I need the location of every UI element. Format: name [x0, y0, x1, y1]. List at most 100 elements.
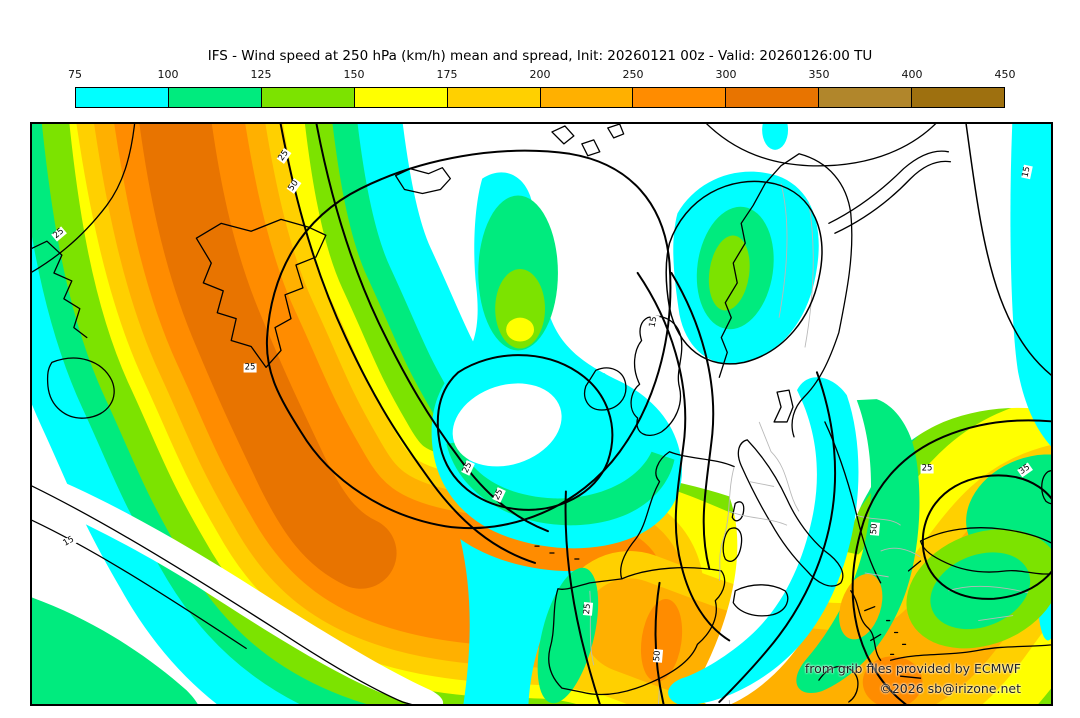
coast-azores: [534, 545, 580, 560]
coast-iceland: [394, 167, 452, 195]
coast-labrador: [32, 240, 88, 339]
colorbar-segment-150: [354, 88, 448, 107]
contour-label-25: 25: [920, 463, 934, 474]
libya-orange-spot: [862, 656, 923, 704]
colorbar-tick-150: 150: [343, 68, 365, 81]
contour-iberia-west: [564, 490, 601, 704]
colorbar-tick-450: 450: [994, 68, 1016, 81]
colorbar-tick-200: 200: [529, 68, 551, 81]
colorbar-segment-200: [540, 88, 634, 107]
contour-central-loop: [265, 149, 672, 530]
border-portugal: [589, 590, 595, 666]
colorbar-segment-75: [76, 88, 169, 107]
coast-tunisia: [818, 665, 859, 703]
contour-label-50: 50: [869, 522, 881, 536]
page-title: IFS - Wind speed at 250 hPa (km/h) mean …: [207, 48, 873, 64]
coast-svalbard: [551, 124, 625, 157]
contour-adriatic: [718, 371, 837, 704]
colorbar-tick-350: 350: [808, 68, 830, 81]
contour-label-50: 50: [652, 649, 664, 663]
contour-jet-east-2: [315, 124, 549, 533]
colorbar-segment-175: [447, 88, 541, 107]
coast-adriatic-east: [824, 421, 882, 584]
border-central-europe: [729, 421, 800, 526]
contour-europe-corridor-2: [670, 271, 715, 570]
contour-jet-east-1: [279, 124, 537, 564]
trough-north-yellow-spot: [506, 317, 535, 342]
trough-white-core: [452, 383, 562, 467]
contour-europe-corridor-1: [636, 271, 731, 642]
coastlines-layer: [32, 124, 1051, 703]
algeria-orange-spot: [640, 599, 683, 682]
contour-label-25: 25: [243, 362, 257, 373]
adriatic-cyan-hook: [668, 377, 859, 704]
colorbar-tick-100: 100: [157, 68, 179, 81]
coast-corsica: [731, 501, 745, 522]
contour-turkey-outer: [851, 419, 1051, 704]
map-frame: 25 25 50 25 15 25 25 15 25 50 15 25 35 50 from grib f…: [30, 122, 1053, 706]
coast-ireland: [584, 367, 627, 411]
contour-iberia-east: [654, 581, 665, 704]
colorbar-segment-100: [168, 88, 262, 107]
low-wind-sw-band: [32, 469, 443, 704]
coast-greenland: [195, 218, 327, 368]
border-scandinavia: [778, 183, 814, 348]
border-balkans: [856, 514, 921, 578]
map-canvas: [32, 124, 1051, 704]
colorbar-tick-labels: 75 100 125 150 175 200 250 300 350 400 450: [68, 68, 1016, 82]
colorbar-tick-125: 125: [250, 68, 272, 81]
colorbar-tick-250: 250: [622, 68, 644, 81]
coast-norway: [718, 153, 853, 438]
contour-sw-band-1: [32, 485, 413, 704]
coast-sicily: [732, 584, 789, 617]
country-borders-layer: [589, 183, 1029, 704]
coast-sardinia: [722, 527, 743, 562]
attribution-source: from grib files provided by ECMWF: [804, 661, 1021, 677]
border-france-east: [718, 466, 735, 581]
coast-anatolia-south: [889, 560, 1051, 661]
coast-novaya-zemlya: [828, 150, 952, 234]
coast-denmark: [773, 389, 794, 423]
sw-corner-green: [32, 597, 198, 704]
colorbar-tick-175: 175: [436, 68, 458, 81]
contour-trough-inner: [436, 354, 614, 511]
contour-sw-band-2: [32, 519, 247, 650]
wind-field-fills: [32, 124, 1051, 704]
trough-cyan-tail: [460, 539, 582, 704]
contour-east-edge: [965, 124, 1051, 376]
aegean-amber-spot: [839, 573, 883, 640]
band-300-core: [139, 124, 397, 589]
coast-france: [620, 451, 735, 580]
coast-italy: [737, 439, 844, 587]
coast-black-sea: [919, 527, 1051, 575]
colorbar-segment-400: [912, 88, 1005, 107]
scandinavia-chartreuse: [708, 235, 750, 311]
colorbar-tick-75: 75: [68, 68, 82, 81]
coast-newfoundland: [46, 357, 115, 419]
colorbar-tick-300: 300: [715, 68, 737, 81]
coast-greece: [850, 590, 882, 661]
contour-jet-west: [32, 124, 136, 273]
coast-caspian: [1041, 470, 1051, 505]
colorbar-tick-400: 400: [901, 68, 923, 81]
colorbar: [75, 87, 1005, 108]
colorbar-segment-250: [633, 88, 727, 107]
trough-green-tail: [537, 567, 599, 704]
border-turkey: [948, 585, 1029, 622]
colorbar-segment-300: [726, 88, 820, 107]
spread-contours-layer: [32, 124, 1051, 704]
coast-iberia: [548, 567, 726, 696]
contour-label-25: 25: [582, 602, 594, 616]
contour-arctic: [706, 124, 937, 167]
contour-turkey-inner: [921, 474, 1051, 600]
contour-scandinavia: [665, 180, 823, 365]
arctic-cyan-tongue: [762, 124, 789, 150]
colorbar-segment-350: [819, 88, 913, 107]
coast-aegean-islands: [885, 619, 922, 679]
adriatic-green-fringe: [796, 399, 920, 694]
attribution: from grib files provided by ECMWF ©2026 …: [805, 659, 1021, 698]
colorbar-segment-125: [261, 88, 355, 107]
coast-britain: [630, 315, 683, 436]
attribution-copyright: ©2026 sb@irizone.net: [879, 680, 1021, 696]
